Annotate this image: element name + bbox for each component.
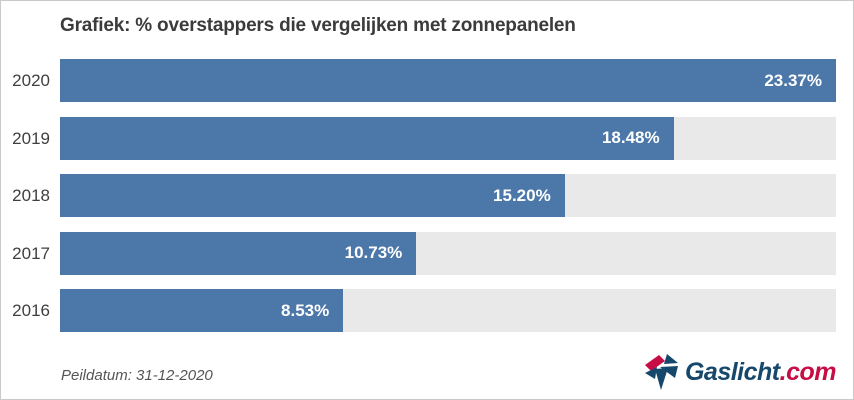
logo-text-suffix: .com	[779, 358, 837, 386]
bar: 8.53%	[60, 289, 344, 332]
bar-row: 2016 8.53%	[12, 289, 836, 332]
bar: 10.73%	[60, 231, 417, 275]
bar-value-label: 15.20%	[493, 185, 551, 205]
bar: 18.48%	[60, 116, 674, 160]
bar-value-label: 18.48%	[601, 128, 660, 147]
chart-title: Grafiek: % overstappers die vergelijken …	[60, 15, 576, 36]
bar-chart: 2020 23.37% 2019 18.48% 2018 15.20% 2017…	[12, 59, 836, 332]
year-label: 2019	[12, 128, 50, 148]
gaslicht-logo-text: Gaslicht.com	[684, 352, 837, 393]
year-label: 2017	[12, 243, 50, 263]
logo-text-main: Gaslicht	[684, 358, 780, 386]
bar-value-label: 10.73%	[344, 243, 403, 262]
bar: 15.20%	[60, 174, 565, 217]
bar-row: 2020 23.37%	[12, 59, 836, 102]
bar-value-label: 8.53%	[281, 300, 330, 320]
bar-row: 2018 15.20%	[12, 174, 836, 217]
year-label: 2016	[12, 301, 50, 320]
gaslicht-logo: Gaslicht.com	[643, 352, 837, 393]
bar-row: 2019 18.48%	[12, 116, 836, 160]
bar-row: 2017 10.73%	[12, 231, 836, 275]
year-label: 2018	[12, 186, 50, 205]
year-label: 2020	[12, 71, 50, 90]
gaslicht-logo-icon	[644, 354, 678, 390]
peildatum-note: Peildatum: 31-12-2020	[61, 367, 213, 384]
bar-value-label: 23.37%	[764, 70, 822, 90]
bar: 23.37%	[60, 59, 836, 102]
